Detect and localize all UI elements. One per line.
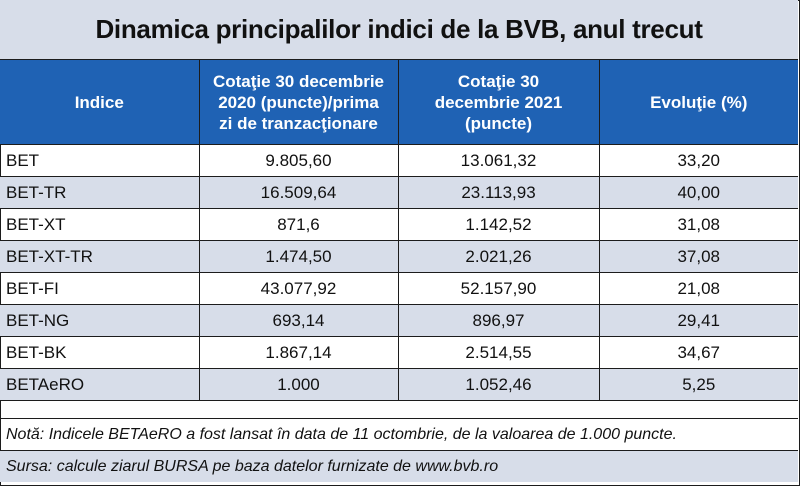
header-row: Indice Cotaţie 30 decembrie 2020 (puncte…: [0, 60, 798, 145]
quote-2021: 1.052,46: [397, 368, 600, 401]
quote-2020: 1.474,50: [198, 240, 399, 273]
evolution-percent: 34,67: [598, 336, 798, 369]
index-name: BET-XT-TR: [0, 240, 200, 273]
index-name: BET-XT: [0, 208, 200, 241]
quote-2021: 2.514,55: [397, 336, 600, 369]
quote-2020: 43.077,92: [198, 272, 399, 305]
quote-2021: 1.142,52: [397, 208, 600, 241]
evolution-percent: 31,08: [598, 208, 798, 241]
index-name: BET-TR: [0, 176, 200, 209]
table-row: BET-BK 1.867,14 2.514,55 34,67: [0, 336, 798, 369]
quote-2020: 16.509,64: [198, 176, 399, 209]
table-row: BET-FI 43.077,92 52.157,90 21,08: [0, 272, 798, 305]
table-row: BET-XT 871,6 1.142,52 31,08: [0, 208, 798, 241]
index-name: BET-BK: [0, 336, 200, 369]
evolution-percent: 29,41: [598, 304, 798, 337]
evolution-percent: 21,08: [598, 272, 798, 305]
index-name: BET: [0, 144, 200, 177]
quote-2020: 693,14: [198, 304, 399, 337]
evolution-percent: 5,25: [598, 368, 798, 401]
column-header-quote-2021: Cotaţie 30 decembrie 2021 (puncte): [397, 60, 600, 145]
quote-2020: 871,6: [198, 208, 399, 241]
table-row: BET 9.805,60 13.061,32 33,20: [0, 144, 798, 177]
quote-2021: 23.113,93: [397, 176, 600, 209]
quote-2021: 2.021,26: [397, 240, 600, 273]
quote-2020: 9.805,60: [198, 144, 399, 177]
table-note: Notă: Indicele BETAeRO a fost lansat în …: [0, 418, 798, 451]
table-title: Dinamica principalilor indici de la BVB,…: [0, 0, 798, 60]
column-header-evolution: Evoluţie (%): [598, 60, 798, 145]
table-row: BETAeRO 1.000 1.052,46 5,25: [0, 368, 798, 401]
index-table: Indice Cotaţie 30 decembrie 2020 (puncte…: [0, 60, 798, 401]
table-source: Sursa: calcule ziarul BURSA pe baza date…: [0, 451, 798, 482]
table-row: BET-XT-TR 1.474,50 2.021,26 37,08: [0, 240, 798, 273]
quote-2020: 1.867,14: [198, 336, 399, 369]
table-row: BET-NG 693,14 896,97 29,41: [0, 304, 798, 337]
quote-2021: 52.157,90: [397, 272, 600, 305]
index-name: BET-FI: [0, 272, 200, 305]
table-row: BET-TR 16.509,64 23.113,93 40,00: [0, 176, 798, 209]
index-name: BET-NG: [0, 304, 200, 337]
quote-2021: 13.061,32: [397, 144, 600, 177]
quote-2021: 896,97: [397, 304, 600, 337]
evolution-percent: 33,20: [598, 144, 798, 177]
index-name: BETAeRO: [0, 368, 200, 401]
evolution-percent: 37,08: [598, 240, 798, 273]
quote-2020: 1.000: [198, 368, 399, 401]
evolution-percent: 40,00: [598, 176, 798, 209]
column-header-index: Indice: [0, 60, 200, 145]
column-header-quote-2020: Cotaţie 30 decembrie 2020 (puncte)/prima…: [198, 60, 399, 145]
